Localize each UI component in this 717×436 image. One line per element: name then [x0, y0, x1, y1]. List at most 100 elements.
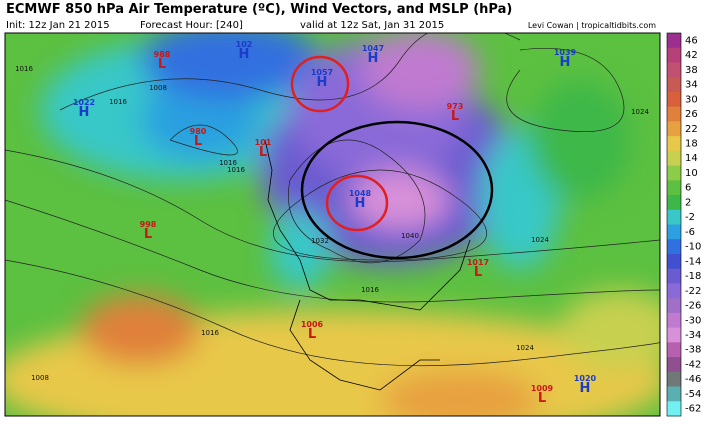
colorbar-label: 18: [685, 138, 698, 149]
colorbar-swatch: [667, 121, 681, 137]
isobar-label: 1016: [219, 159, 237, 167]
colorbar-swatch: [667, 386, 681, 402]
pressure-center-symbol: L: [158, 57, 166, 72]
colorbar-label: -62: [685, 404, 701, 415]
pressure-center-symbol: H: [79, 105, 90, 120]
colorbar-swatch: [667, 33, 681, 49]
title: ECMWF 850 hPa Air Temperature (ºC), Wind…: [6, 2, 512, 17]
colorbar-label: -54: [685, 389, 701, 400]
colorbar-label: -6: [685, 227, 695, 238]
colorbar-swatch: [667, 62, 681, 78]
colorbar-swatch: [667, 180, 681, 196]
colorbar-label: 46: [685, 35, 698, 46]
colorbar-label: -46: [685, 374, 701, 385]
pressure-center-symbol: L: [474, 265, 482, 280]
colorbar-swatch: [667, 312, 681, 329]
colorbar-label: 22: [685, 124, 698, 135]
pressure-center-value: 101: [255, 138, 272, 147]
isobar-label: 1024: [631, 108, 649, 116]
pressure-center-value: 973: [447, 102, 464, 111]
colorbar-label: -26: [685, 301, 701, 312]
colorbar: 46 42 38 34 30 26 22 18 14 10 6 2 -2 -6 -10 -14 -18 -22 -2…: [666, 32, 701, 417]
colorbar-swatch: [667, 327, 681, 343]
pressure-center-symbol: H: [355, 196, 366, 211]
pressure-center-symbol: L: [308, 327, 316, 342]
isobar-label: 1024: [516, 344, 534, 352]
colorbar-swatch: [667, 283, 681, 299]
pressure-center-value: 1017: [467, 258, 489, 267]
pressure-center-value: 1039: [554, 48, 577, 57]
isobar-label: 1016: [15, 65, 33, 73]
pressure-center-symbol: H: [368, 51, 379, 66]
colorbar-swatch: [667, 268, 681, 284]
pressure-center-symbol: H: [239, 47, 250, 62]
colorbar-swatch: [667, 298, 681, 314]
pressure-center-symbol: L: [194, 134, 202, 149]
colorbar-label: -30: [685, 315, 701, 326]
colorbar-label: 26: [685, 109, 698, 120]
isobar-label: 1040: [401, 232, 419, 240]
pressure-center-value: 1048: [349, 189, 372, 198]
colorbar-swatch: [667, 106, 681, 122]
colorbar-swatch: [667, 371, 681, 388]
pressure-center-symbol: L: [538, 391, 546, 406]
map-area: [5, 33, 660, 416]
pressure-center-symbol: L: [451, 109, 459, 124]
colorbar-swatch: [667, 77, 681, 93]
colorbar-label: 34: [685, 80, 698, 91]
colorbar-label: 2: [685, 197, 691, 208]
colorbar-label: 30: [685, 94, 698, 105]
isobar-label: 1032: [311, 237, 329, 245]
pressure-center-value: 980: [190, 127, 207, 136]
pressure-center-value: 1022: [73, 98, 95, 107]
isobar-label: 1016: [227, 166, 245, 174]
colorbar-label: 14: [685, 153, 698, 164]
init-time: Init: 12z Jan 21 2015: [6, 20, 110, 31]
colorbar-swatch: [667, 401, 681, 417]
colorbar-label: -22: [685, 286, 701, 297]
colorbar-swatch: [667, 224, 681, 240]
colorbar-label: 10: [685, 168, 698, 179]
isobar-label: 1008: [149, 84, 167, 92]
pressure-center-value: 1047: [362, 44, 384, 53]
colorbar-swatch: [667, 165, 681, 181]
colorbar-label: -10: [685, 242, 701, 253]
colorbar-swatch: [667, 357, 681, 373]
colorbar-swatch: [667, 47, 681, 63]
colorbar-frame: [666, 32, 682, 417]
isobar-label: 1016: [201, 329, 219, 337]
colorbar-label: -38: [685, 345, 701, 356]
colorbar-label: -14: [685, 256, 701, 267]
colorbar-label: 6: [685, 183, 691, 194]
colorbar-swatch: [667, 239, 681, 255]
isobar-label: 1016: [109, 98, 127, 106]
pressure-center-symbol: L: [259, 145, 267, 160]
colorbar-label: -18: [685, 271, 701, 282]
isobar-label: 1016: [361, 286, 379, 294]
isobar-label: 1008: [31, 374, 49, 382]
valid-time: valid at 12z Sat, Jan 31 2015: [300, 20, 444, 31]
pressure-center-symbol: L: [144, 227, 152, 242]
pressure-center-symbol: H: [560, 55, 571, 70]
colorbar-label: -34: [685, 330, 701, 341]
colorbar-swatch: [667, 195, 681, 211]
pressure-center-value: 1009: [531, 384, 554, 393]
pressure-center-symbol: H: [317, 75, 328, 90]
colorbar-swatch: [667, 91, 681, 108]
colorbar-label: 42: [685, 50, 698, 61]
pressure-center-value: 988: [154, 50, 171, 59]
credit: Levi Cowan | tropicaltidbits.com: [528, 21, 656, 30]
colorbar-label: 38: [685, 65, 698, 76]
pressure-center-symbol: H: [580, 381, 591, 396]
pressure-center-value: 998: [140, 220, 157, 229]
pressure-center-value: 1006: [301, 320, 324, 329]
colorbar-swatch: [667, 209, 681, 225]
colorbar-swatch: [667, 150, 681, 167]
colorbar-label: -42: [685, 359, 701, 370]
pressure-center-value: 1020: [574, 374, 597, 383]
isobar-label: 1024: [531, 236, 549, 244]
colorbar-swatch: [667, 342, 681, 358]
pressure-center-value: 1057: [311, 68, 333, 77]
